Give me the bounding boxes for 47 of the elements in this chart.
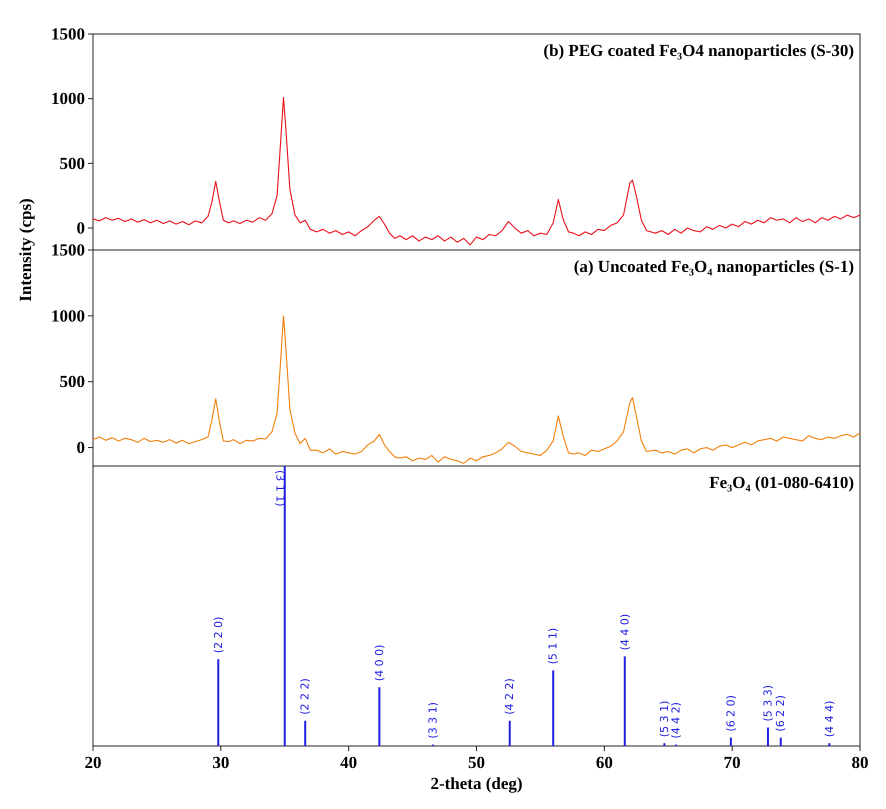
x-axis-title: 2-theta (deg) [430,774,523,793]
y-tick-label: 500 [60,372,85,392]
line-series [92,315,861,464]
annotation: (4 4 4) [822,700,836,738]
bar [508,720,511,746]
x-tick-label: 70 [724,753,741,772]
x-tick-label: 50 [468,753,485,772]
bar [552,670,554,746]
annotation: (5 3 1) [658,700,671,738]
y-tick-label: 1000 [51,89,85,108]
line-series [92,96,861,246]
annotation: (6 2 0) [724,695,738,732]
bar [663,743,666,746]
x-tick-label: 20 [84,753,102,772]
y-tick-label: 0 [76,438,85,458]
bar [284,466,286,746]
annotation: (5 3 3) [761,684,774,722]
chart-title: (b) PEG coated Fe₃O4 nanoparticles (S-30) [543,41,854,60]
y-tick-label: 1000 [51,306,85,326]
y-axis-title: Intensity (cps) [16,198,35,302]
bar [624,656,626,746]
x-tick-label: 60 [596,753,613,772]
annotation: (6 2 2) [774,695,788,732]
x-tick-label: 40 [340,753,358,772]
bar [766,728,769,746]
bar [730,738,732,746]
annotation: (4 0 0) [372,644,386,682]
y-tick-label: 1500 [51,240,85,260]
bar [378,687,380,746]
x-tick-label: 30 [212,753,230,772]
annotation: (4 4 0) [618,614,632,650]
annotation: (3 3 1) [426,702,440,739]
y-tick-label: 1500 [51,24,85,44]
annotation: (4 4 2) [669,702,682,739]
bar [780,738,782,746]
bar [217,659,220,746]
chart-title: Fe₃O₄ (01-080-6410) [709,473,854,492]
annotation: (2 2 0) [212,616,225,654]
annotation: (2 2 2) [298,678,312,715]
bar [304,720,306,746]
chart-title: (a) Uncoated Fe₃O₄ nanoparticles (S-1) [574,257,854,276]
x-tick-label: 80 [852,753,868,772]
y-tick-label: 0 [76,218,85,238]
annotation: (4 2 2) [503,678,516,715]
annotation: (5 1 1) [546,628,560,664]
y-tick-label: 500 [60,154,85,173]
bar [828,743,830,746]
